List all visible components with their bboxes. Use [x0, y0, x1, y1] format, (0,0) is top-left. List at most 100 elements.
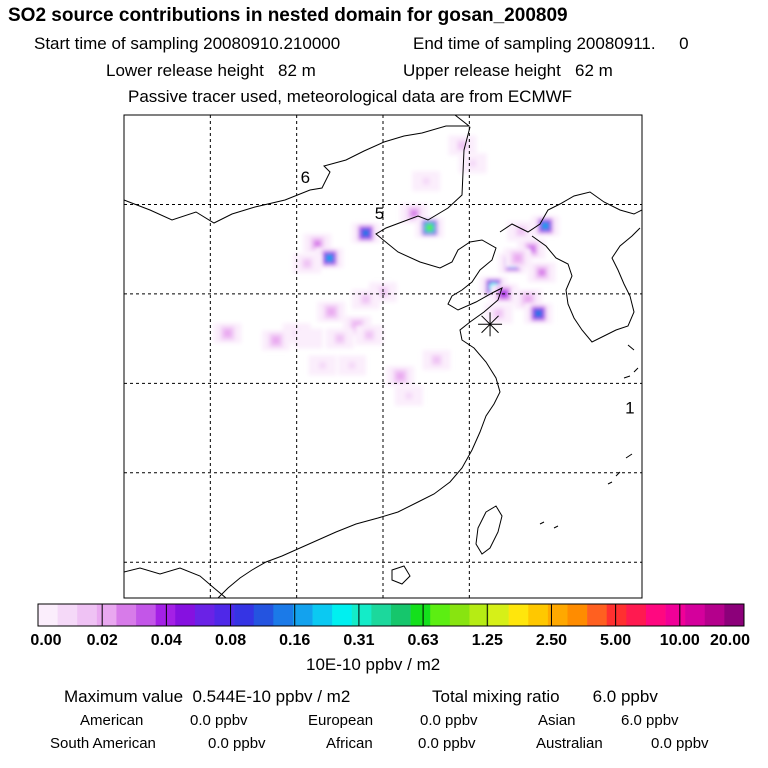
- colorbar-cell: [136, 604, 156, 626]
- hainan-island: [391, 565, 411, 585]
- hotspot: [524, 303, 553, 324]
- colorbar-cell: [273, 604, 294, 626]
- colorbar-cell: [116, 604, 137, 626]
- hotspot: [294, 328, 323, 349]
- colorbar-tick-label: 0.02: [86, 632, 118, 649]
- hotspot: [293, 253, 322, 274]
- map-frame: [123, 114, 643, 599]
- colorbar-ticks: [37, 604, 745, 626]
- hotspot: [337, 355, 366, 376]
- region-value: 0.0 ppbv: [418, 735, 476, 752]
- maximum-value: Maximum value 0.544E-10 ppbv / m2: [64, 687, 351, 706]
- colorbar-tick-label: 0.04: [150, 632, 182, 649]
- receptor-marker: [478, 312, 503, 337]
- colorbar-cell: [449, 604, 470, 626]
- lower-release-height: Lower release height 82 m: [106, 61, 316, 80]
- start-time-label: Start time of sampling 20080910.210000: [34, 34, 341, 53]
- colorbar-tick-label: 1.25: [471, 632, 503, 649]
- hotspot: [527, 262, 556, 283]
- hotspot: [386, 366, 415, 387]
- colorbar-cell: [175, 604, 196, 626]
- hotspot: [415, 217, 444, 238]
- region-name: Australian: [536, 735, 603, 752]
- hotspot: [394, 385, 423, 406]
- upper-release-height: Upper release height 62 m: [403, 61, 613, 80]
- colorbar-cell: [469, 604, 490, 626]
- map-label: 1: [625, 399, 634, 418]
- liaodong-coast: [499, 191, 642, 233]
- colorbar-cell: [96, 604, 117, 626]
- colorbar-cell: [704, 604, 725, 626]
- map-plot: 6 5 1: [123, 114, 643, 599]
- colorbar-tick-label: 0.16: [279, 632, 311, 649]
- colorbar-cell: [312, 604, 333, 626]
- mongolia-border: [124, 115, 471, 224]
- hotspot: [507, 221, 536, 242]
- region-name: South American: [50, 735, 156, 752]
- hotspot: [317, 301, 346, 322]
- colorbar-cells: [37, 603, 745, 627]
- total-mixing-ratio: Total mixing ratio 6.0 ppbv: [432, 687, 658, 706]
- map-label: 6: [301, 168, 310, 187]
- hotspot: [213, 323, 242, 344]
- hotspot: [261, 330, 290, 351]
- southwest-border: [124, 567, 227, 598]
- colorbar-cell: [508, 604, 529, 626]
- china-coast: [217, 126, 503, 598]
- hotspot: [351, 223, 380, 244]
- colorbar-cell: [587, 604, 608, 626]
- hotspot: [308, 355, 337, 376]
- tracer-note: Passive tracer used, meteorological data…: [128, 87, 573, 106]
- colorbar-tick-label: 5.00: [600, 632, 632, 649]
- colorbar-cell: [391, 604, 411, 626]
- colorbar-unit: 10E-10 ppbv / m2: [306, 655, 441, 674]
- colorbar-cell: [685, 604, 706, 626]
- region-name: Asian: [538, 712, 576, 729]
- hotspot: [484, 303, 513, 324]
- colorbar-cell: [645, 604, 666, 626]
- colorbar-tick-label: 10.00: [659, 632, 700, 649]
- colorbar-cell: [665, 604, 686, 626]
- colorbar-tick-label: 0.63: [407, 632, 439, 649]
- map-label: 5: [375, 204, 384, 223]
- hotspot: [412, 171, 441, 192]
- colorbar-cell: [253, 604, 274, 626]
- korea-coast: [531, 227, 641, 343]
- coastline-layer: [124, 115, 642, 598]
- colorbar-tick-label: 20.00: [709, 632, 751, 649]
- colorbar-cell: [410, 604, 431, 626]
- colorbar: [37, 603, 745, 627]
- receptor-ray: [481, 315, 499, 334]
- hotspot: [422, 350, 451, 371]
- colorbar-cell: [332, 604, 353, 626]
- region-value: 0.0 ppbv: [208, 735, 266, 752]
- colorbar-cell: [292, 604, 313, 626]
- hotspot: [325, 328, 354, 349]
- colorbar-cell: [57, 604, 78, 626]
- japan-islands: [539, 344, 639, 529]
- colorbar-tick-label: 0.31: [343, 632, 375, 649]
- colorbar-cell: [38, 604, 58, 626]
- region-value: 0.0 ppbv: [190, 712, 248, 729]
- colorbar-tick-label: 0.00: [30, 632, 62, 649]
- region-value: 0.0 ppbv: [420, 712, 478, 729]
- colorbar-tick-label: 0.08: [214, 632, 247, 649]
- region-value: 6.0 ppbv: [621, 712, 679, 729]
- colorbar-cell: [214, 604, 235, 626]
- colorbar-cell: [77, 604, 98, 626]
- region-name: American: [80, 712, 144, 729]
- colorbar-cell: [155, 604, 176, 626]
- colorbar-cell: [528, 604, 549, 626]
- colorbar-cell: [606, 604, 627, 626]
- label-layer: 6 5 1: [301, 168, 635, 418]
- colorbar-cell: [234, 604, 255, 626]
- region-value: 0.0 ppbv: [651, 735, 709, 752]
- colorbar-cell: [489, 604, 509, 626]
- end-time-label: End time of sampling 20080911. 0: [413, 34, 689, 53]
- colorbar-cell: [724, 604, 745, 626]
- hotspot: [503, 248, 532, 269]
- hotspot: [355, 325, 384, 346]
- hotspot: [458, 153, 487, 174]
- colorbar-cell: [547, 604, 568, 626]
- region-name: European: [308, 712, 374, 729]
